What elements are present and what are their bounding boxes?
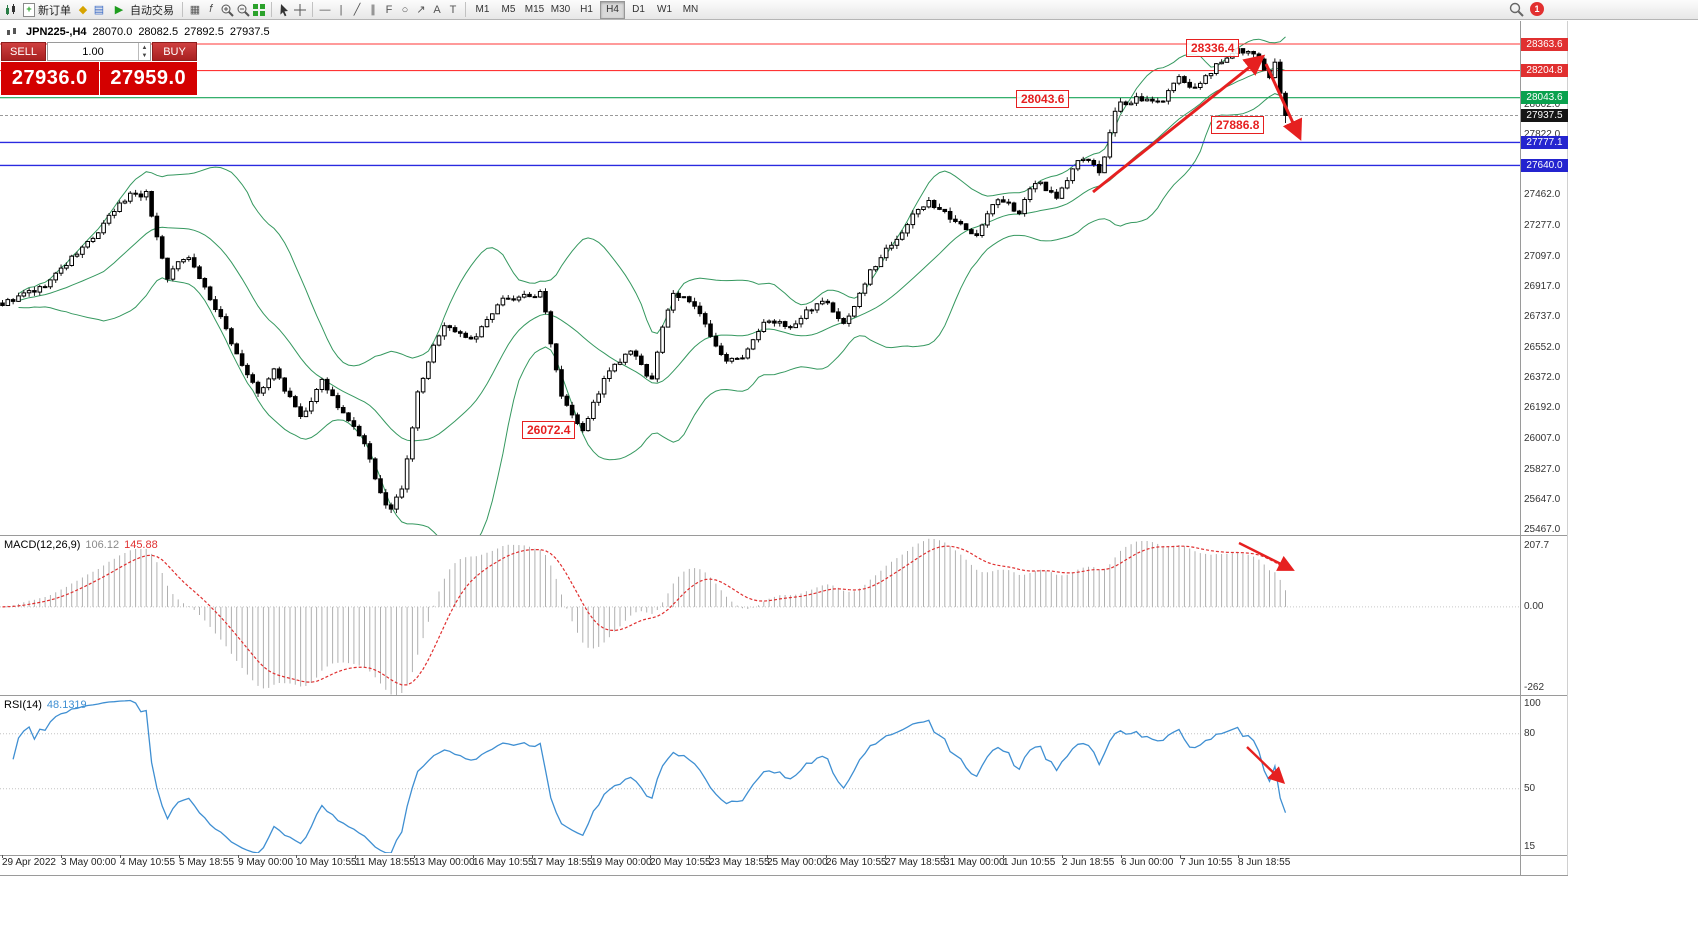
toolbar-right-group: 1 [1508, 1, 1544, 17]
volume-spinner[interactable]: ▲ ▼ [138, 43, 150, 60]
macd-signal-value: 145.88 [124, 539, 158, 551]
ohlc-close: 27937.5 [229, 26, 270, 38]
timeframe-M1[interactable]: M1 [475, 4, 490, 15]
zoom-out-icon[interactable] [235, 2, 251, 18]
new-order-label: 新订单 [38, 4, 71, 17]
ohlc-low: 27892.5 [184, 26, 224, 38]
chart-type-icon[interactable] [3, 2, 19, 18]
toolbar-separator [465, 2, 466, 17]
toolbar-separator [312, 2, 313, 17]
rsi-indicator-label: RSI(14) 48.1319 [4, 699, 87, 711]
trendline-icon[interactable]: ╱ [353, 4, 361, 16]
buy-button[interactable]: BUY [152, 42, 197, 61]
toolbar-separator [271, 2, 272, 17]
volume-field: ▲▼ [47, 42, 151, 61]
shapes-icon[interactable]: ○ [401, 3, 409, 16]
notification-badge[interactable]: 1 [1530, 2, 1544, 16]
search-icon[interactable] [1508, 1, 1524, 17]
macd-main-value: 106.12 [85, 539, 120, 551]
timeframe-D1[interactable]: D1 [632, 4, 645, 15]
timeframe-group: M1 M5 M15 M30 H1 H4 D1 W1 MN [470, 0, 703, 19]
new-order-icon: + [23, 2, 35, 17]
text-icon[interactable]: A [433, 3, 441, 16]
crosshair-icon[interactable] [292, 2, 308, 18]
ohlc-high: 28082.5 [138, 26, 179, 38]
arrow-object-icon[interactable]: ↗ [416, 4, 426, 16]
vertical-line-icon[interactable]: | [339, 3, 343, 16]
ask-price-button[interactable]: 27959.0 [99, 62, 197, 95]
timeframe-W1[interactable]: W1 [657, 4, 672, 15]
rsi-name: RSI(14) [4, 699, 42, 711]
market-watch-icon[interactable]: ▤ [93, 4, 105, 16]
symbol-label: JPN225-,H4 [26, 26, 87, 38]
horizontal-line-icon[interactable]: — [319, 3, 331, 16]
toolbar-separator [182, 2, 183, 17]
templates-icon[interactable]: ◆ [78, 4, 88, 16]
toolbar: + 新订单 ◆ ▤ ▶ 自动交易 ▦ 𝑓 — | ╱ ∥ F [0, 0, 1698, 20]
data-window-icon[interactable]: ▦ [189, 4, 201, 16]
timeframe-H1[interactable]: H1 [580, 4, 593, 15]
symbol-info: JPN225-,H4 28070.0 28082.5 27892.5 27937… [4, 24, 270, 40]
macd-name: MACD(12,26,9) [4, 539, 81, 551]
ohlc-open: 28070.0 [92, 26, 133, 38]
macd-indicator-label: MACD(12,26,9) 106.12 145.88 [4, 539, 158, 551]
timeframe-M5[interactable]: M5 [501, 4, 516, 15]
sell-button[interactable]: SELL [1, 42, 46, 61]
bid-price-button[interactable]: 27936.0 [1, 62, 99, 95]
volume-input[interactable] [48, 44, 138, 59]
auto-trading-label: 自动交易 [130, 4, 174, 17]
timeframe-M30[interactable]: M30 [550, 4, 571, 15]
label-icon[interactable]: T [449, 3, 457, 16]
fibonacci-icon[interactable]: F [385, 3, 393, 16]
timeframe-M15[interactable]: M15 [524, 4, 545, 15]
zoom-in-icon[interactable] [219, 2, 235, 18]
cursor-icon[interactable] [276, 2, 292, 18]
indicator-list-icon[interactable]: 𝑓 [209, 3, 213, 15]
tile-windows-icon[interactable] [251, 2, 267, 18]
auto-trading-icon: ▶ [114, 4, 124, 16]
chart-icon [4, 24, 20, 40]
rsi-value: 48.1319 [46, 699, 87, 711]
one-click-trading-panel: SELL ▲▼ BUY 27936.0 27959.0 [1, 42, 197, 95]
channel-icon[interactable]: ∥ [370, 4, 376, 16]
new-order-button[interactable]: + 新订单 [19, 1, 75, 18]
timeframe-H4[interactable]: H4 [600, 0, 625, 19]
auto-trading-button[interactable]: ▶ 自动交易 [107, 1, 178, 18]
timeframe-MN[interactable]: MN [682, 4, 699, 15]
